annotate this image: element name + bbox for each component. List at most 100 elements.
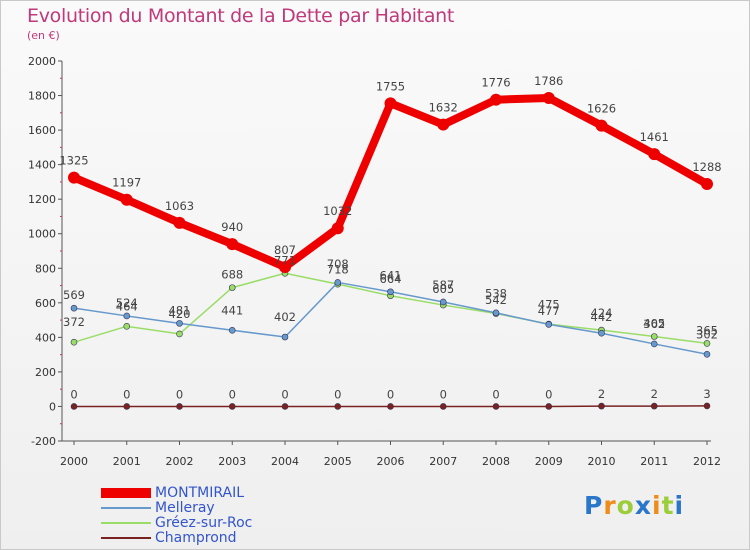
data-label: 0 bbox=[123, 387, 130, 401]
data-label: 0 bbox=[387, 387, 394, 401]
data-point bbox=[281, 333, 289, 341]
data-label: 641 bbox=[380, 269, 402, 283]
data-point bbox=[228, 284, 236, 291]
x-tick-label: 2010 bbox=[588, 455, 616, 468]
data-point bbox=[334, 403, 342, 410]
data-label: 405 bbox=[643, 317, 665, 331]
legend-item: Melleray bbox=[101, 501, 215, 515]
logo-letter: o bbox=[616, 491, 635, 520]
data-label: 424 bbox=[591, 306, 613, 320]
y-tick-label: 0 bbox=[49, 400, 56, 413]
data-label: 1461 bbox=[640, 130, 669, 144]
data-point bbox=[384, 97, 397, 110]
data-label: 365 bbox=[696, 323, 718, 337]
data-point bbox=[701, 177, 713, 190]
data-label: 3 bbox=[703, 387, 710, 401]
data-point bbox=[387, 288, 394, 296]
proxiti-logo: Proxiti bbox=[584, 491, 684, 520]
data-label: 587 bbox=[432, 278, 454, 292]
data-point bbox=[648, 148, 661, 161]
data-point bbox=[595, 119, 608, 132]
data-point bbox=[703, 350, 711, 358]
legend-item: MONTMIRAIL bbox=[101, 486, 244, 500]
legend-swatch bbox=[101, 488, 151, 498]
data-point bbox=[598, 402, 605, 410]
data-label: 0 bbox=[545, 387, 552, 401]
data-label: 542 bbox=[485, 293, 507, 307]
data-label: 2 bbox=[651, 387, 658, 401]
data-point bbox=[650, 340, 658, 348]
data-point bbox=[387, 403, 394, 410]
x-tick-label: 2012 bbox=[693, 455, 721, 468]
y-tick-label: 800 bbox=[35, 262, 56, 275]
data-label: 442 bbox=[591, 310, 613, 324]
data-point bbox=[70, 403, 78, 410]
data-point bbox=[545, 321, 553, 328]
data-point bbox=[123, 312, 131, 320]
data-label: 402 bbox=[274, 310, 296, 324]
logo-letter: x bbox=[634, 491, 652, 520]
data-point bbox=[176, 403, 183, 410]
data-point bbox=[123, 323, 131, 330]
data-point bbox=[68, 171, 80, 184]
data-label: 0 bbox=[70, 387, 77, 401]
x-tick-label: 2008 bbox=[482, 455, 510, 468]
legend-label: Melleray bbox=[155, 500, 215, 516]
y-tick-label: 400 bbox=[35, 331, 56, 344]
data-label: 1325 bbox=[59, 154, 88, 168]
logo-letter: P bbox=[584, 491, 604, 520]
data-point bbox=[70, 304, 78, 312]
data-label: 664 bbox=[380, 272, 402, 286]
data-label: 420 bbox=[169, 307, 191, 321]
data-label: 708 bbox=[327, 257, 349, 271]
logo-letter: t bbox=[661, 491, 675, 520]
y-tick-label: 1800 bbox=[28, 90, 56, 103]
data-label: 475 bbox=[538, 297, 560, 311]
data-label: 0 bbox=[334, 387, 341, 401]
data-label: 524 bbox=[116, 296, 138, 310]
data-label: 1755 bbox=[376, 79, 405, 93]
data-point bbox=[226, 238, 239, 251]
data-point bbox=[173, 216, 186, 229]
data-point bbox=[492, 403, 500, 410]
x-tick-label: 2002 bbox=[166, 455, 194, 468]
data-point bbox=[439, 298, 447, 306]
data-point bbox=[228, 326, 236, 334]
legend-swatch bbox=[101, 522, 151, 524]
data-label: 1786 bbox=[534, 74, 563, 88]
series-line-montmirail bbox=[70, 93, 711, 272]
logo-letter: i bbox=[652, 491, 662, 520]
data-label: 688 bbox=[221, 268, 243, 282]
legend-swatch bbox=[101, 507, 151, 509]
y-tick-label: 1600 bbox=[28, 124, 56, 137]
legend-item: Champrond bbox=[101, 531, 237, 545]
data-label: 0 bbox=[229, 387, 236, 401]
legend-swatch bbox=[101, 537, 151, 539]
x-tick-label: 2004 bbox=[271, 455, 299, 468]
data-label: 302 bbox=[696, 327, 718, 341]
y-tick-label: 200 bbox=[35, 366, 56, 379]
data-label: 1776 bbox=[481, 76, 510, 90]
data-label: 2 bbox=[598, 387, 605, 401]
data-point bbox=[650, 333, 658, 340]
y-tick-label: 1200 bbox=[28, 193, 56, 206]
x-tick-label: 2011 bbox=[640, 455, 668, 468]
chart-subtitle: (en €) bbox=[27, 29, 60, 42]
data-point bbox=[120, 193, 133, 206]
x-tick-label: 2006 bbox=[377, 455, 405, 468]
data-point bbox=[703, 402, 711, 410]
data-label: 441 bbox=[221, 303, 243, 317]
data-point bbox=[650, 402, 658, 410]
data-point bbox=[703, 340, 711, 347]
y-tick-label: 600 bbox=[35, 297, 56, 310]
data-label: 0 bbox=[440, 387, 447, 401]
chart-title: Evolution du Montant de la Dette par Hab… bbox=[27, 5, 455, 27]
x-tick-label: 2009 bbox=[535, 455, 563, 468]
x-tick-label: 2001 bbox=[113, 455, 141, 468]
data-label: 372 bbox=[63, 315, 85, 329]
data-label: 538 bbox=[485, 287, 507, 301]
data-point bbox=[279, 261, 291, 274]
data-label: 1063 bbox=[165, 199, 194, 213]
data-label: 0 bbox=[281, 387, 288, 401]
